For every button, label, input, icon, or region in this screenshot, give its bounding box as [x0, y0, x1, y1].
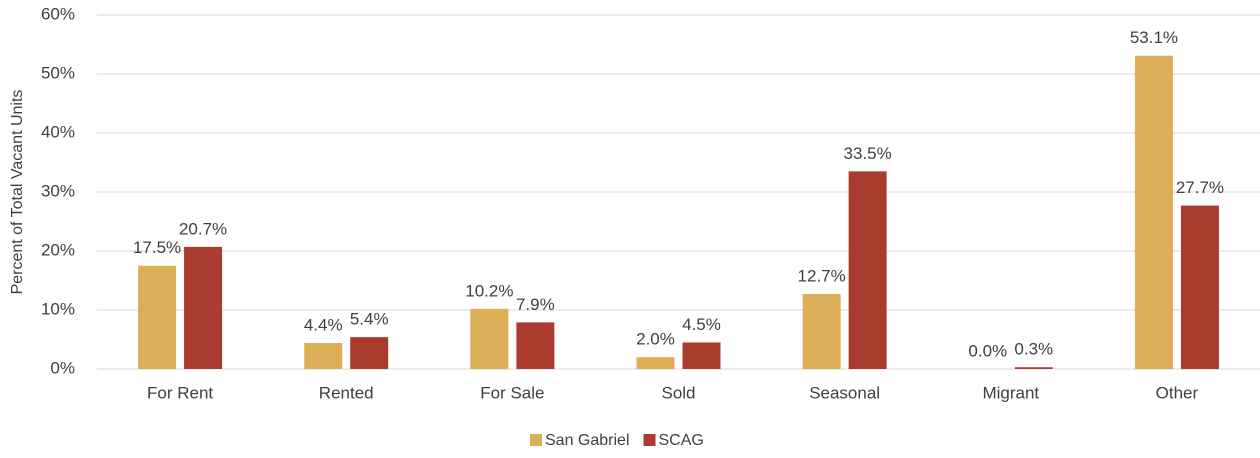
value-label: 0.3% [1014, 340, 1053, 359]
value-label: 2.0% [636, 330, 675, 349]
bar [516, 322, 555, 369]
legend-swatch [530, 434, 542, 446]
bar [138, 265, 177, 369]
value-label: 10.2% [465, 281, 513, 300]
bar [1180, 205, 1219, 369]
y-axis-label: Percent of Total Vacant Units [9, 90, 26, 295]
value-label: 27.7% [1176, 178, 1224, 197]
x-tick-label: For Sale [480, 383, 544, 402]
x-tick-label: Seasonal [809, 383, 880, 402]
y-tick-label: 30% [41, 181, 75, 200]
value-label: 20.7% [179, 219, 227, 238]
value-label: 7.9% [516, 295, 555, 314]
value-label: 4.5% [682, 315, 721, 334]
y-tick-label: 50% [41, 63, 75, 82]
legend-label: San Gabriel [545, 432, 630, 449]
bar [636, 357, 675, 369]
y-tick-label: 10% [41, 299, 75, 318]
x-tick-label: For Rent [147, 383, 213, 402]
bar [682, 342, 721, 369]
bar [350, 337, 389, 369]
value-label: 33.5% [844, 144, 892, 163]
bar [802, 294, 841, 369]
x-tick-label: Sold [661, 383, 695, 402]
value-label: 53.1% [1130, 28, 1178, 47]
x-tick-label: Migrant [982, 383, 1039, 402]
y-tick-label: 0% [50, 358, 75, 377]
bar [470, 308, 509, 369]
value-label: 17.5% [133, 238, 181, 257]
bar [184, 246, 223, 369]
bar [1134, 55, 1173, 370]
value-label: 4.4% [304, 316, 343, 335]
y-tick-label: 60% [41, 4, 75, 23]
x-tick-label: Rented [319, 383, 374, 402]
legend-swatch [643, 434, 656, 446]
bar [304, 343, 343, 369]
y-tick-label: 40% [41, 122, 75, 141]
y-tick-label: 20% [41, 240, 75, 259]
legend-label: SCAG [659, 432, 704, 449]
bar [848, 171, 887, 369]
bar [1014, 367, 1053, 369]
value-label: 0.0% [968, 341, 1007, 360]
x-tick-label: Other [1156, 383, 1199, 402]
value-label: 12.7% [798, 267, 846, 286]
value-label: 5.4% [350, 310, 389, 329]
